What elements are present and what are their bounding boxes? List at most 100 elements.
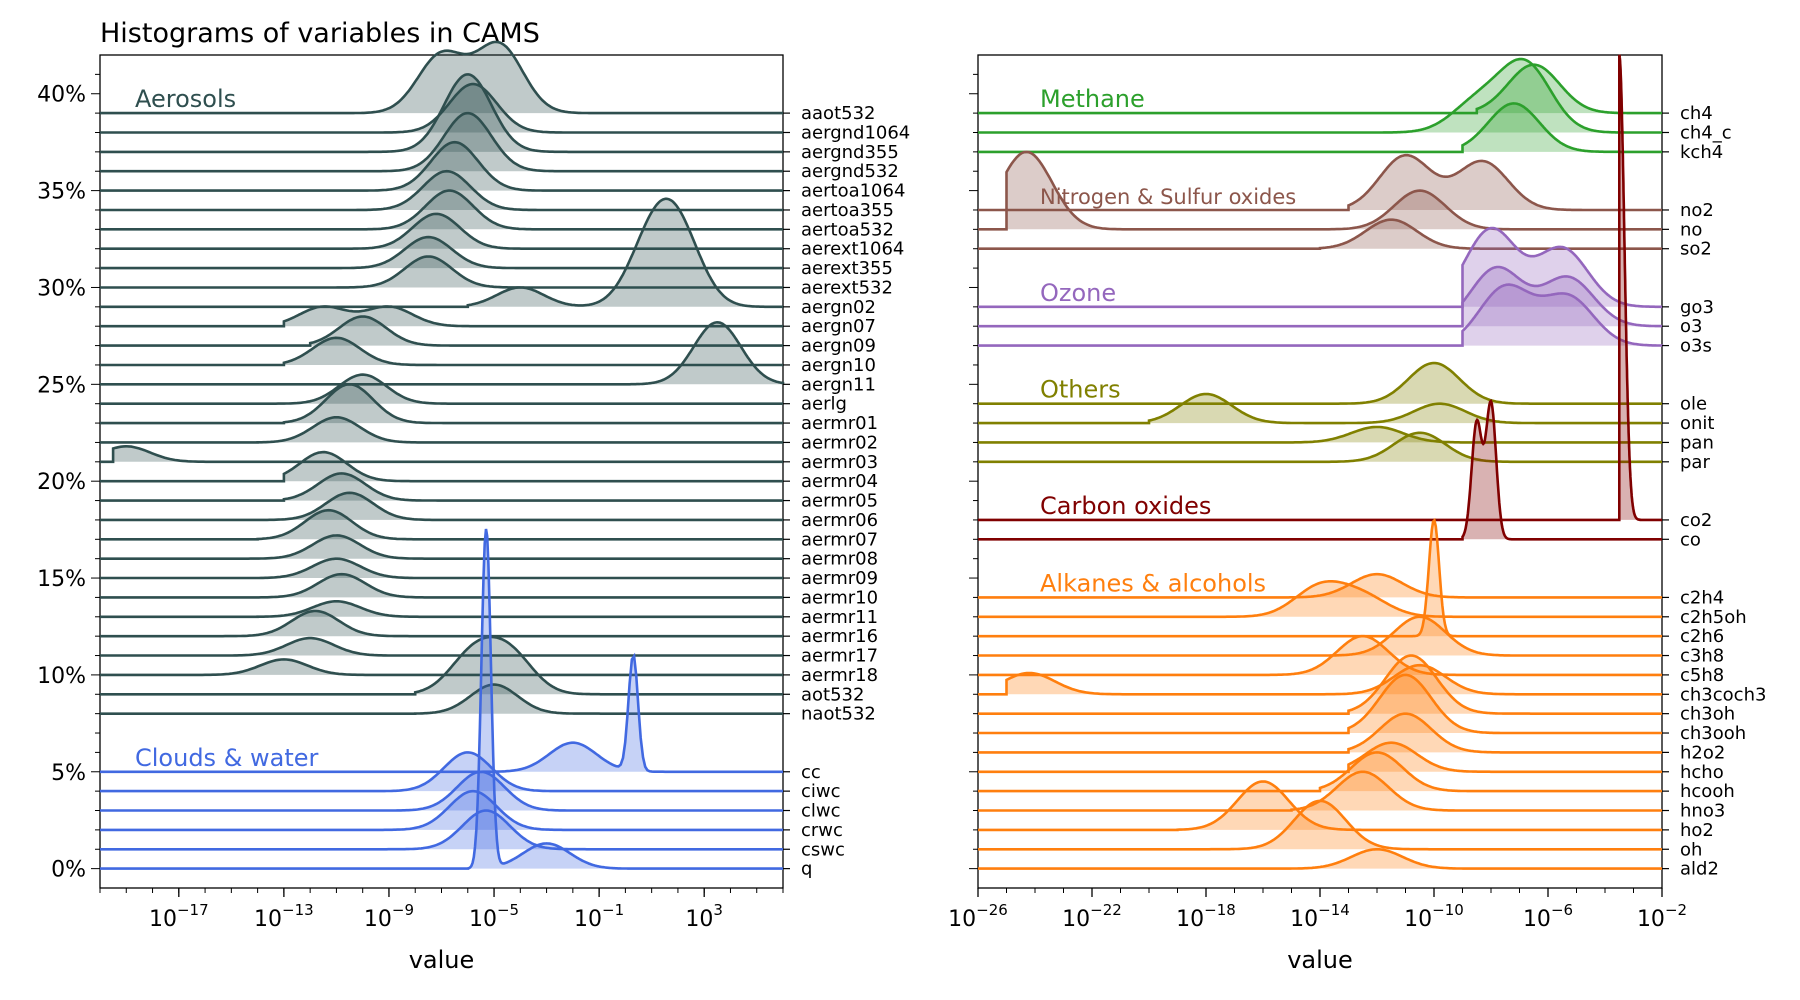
left-panel: aaot532aergnd1064aergnd355aergnd532aerto…	[37, 40, 910, 974]
series-line-hcho	[978, 741, 1662, 774]
series-fill-aerext1064	[100, 213, 783, 249]
series-label-aerext1064: aerext1064	[801, 239, 904, 260]
series-fill-clwc	[100, 771, 783, 811]
series-line-aergn11	[100, 320, 785, 386]
series-label-aermr09: aermr09	[801, 568, 878, 589]
series-label-c2h5oh: c2h5oh	[1680, 607, 1747, 628]
series-label-c5h8: c5h8	[1680, 665, 1724, 686]
y-tick-label: 5%	[51, 761, 86, 786]
series-fill-aergn09	[100, 316, 783, 346]
series-label-o3s: o3s	[1680, 336, 1712, 357]
series-fill-aermr11	[100, 601, 783, 617]
series-fill-aaot532	[100, 41, 783, 114]
series-fill-aertoa355	[100, 171, 783, 210]
series-line-no	[978, 150, 1662, 231]
series-line-ald2	[978, 848, 1662, 870]
series-fill-aermr07	[100, 510, 783, 540]
series-line-ch3coch3	[978, 663, 1662, 696]
series-fill-aermr18	[100, 659, 783, 675]
series-label-o3: o3	[1680, 316, 1702, 337]
series-line-aermr05	[100, 472, 783, 502]
series-label-onit: onit	[1680, 413, 1714, 434]
series-line-aermr08	[100, 534, 783, 560]
series-label-aaot532: aaot532	[801, 103, 876, 124]
series-line-o3s	[978, 283, 1664, 347]
series-label-aertoa355: aertoa355	[801, 200, 894, 221]
series-label-ho2: ho2	[1680, 820, 1714, 841]
series-line-aaot532	[100, 40, 783, 115]
series-line-aergn07	[100, 305, 783, 328]
series-line-c2h4	[978, 572, 1662, 599]
group-label: Others	[1040, 376, 1121, 404]
series-line-aermr04	[100, 450, 783, 483]
series-label-no: no	[1680, 219, 1702, 240]
series-line-aerext1064	[100, 212, 783, 250]
series-label-aot532: aot532	[801, 684, 864, 705]
series-label-cswc: cswc	[801, 839, 845, 860]
x-tick-label: 10−26	[948, 901, 1008, 932]
series-fill-oh	[978, 800, 1662, 850]
series-line-co	[978, 398, 1662, 541]
series-fill-co	[978, 401, 1662, 540]
series-label-aermr03: aermr03	[801, 452, 878, 473]
series-fill-kch4	[978, 103, 1662, 152]
series-line-aertoa1064	[100, 140, 783, 192]
series-line-aergnd355	[100, 73, 783, 154]
series-fill-aot532	[100, 637, 783, 695]
x-tick-label: 10−18	[1176, 901, 1236, 932]
series-label-ch3oh: ch3oh	[1680, 704, 1735, 725]
series-label-aertoa532: aertoa532	[801, 219, 894, 240]
series-line-o3	[978, 265, 1663, 328]
y-tick-label: 40%	[37, 83, 86, 108]
series-label-no2: no2	[1680, 200, 1714, 221]
series-line-ho2	[978, 780, 1662, 832]
x-tick-label: 10−10	[1404, 901, 1464, 932]
series-line-onit	[978, 392, 1662, 425]
series-line-aot532	[100, 635, 783, 696]
series-fill-ch4_c	[978, 59, 1662, 133]
series-label-aermr11: aermr11	[801, 607, 878, 628]
series-label-ch3coch3: ch3coch3	[1680, 684, 1766, 705]
y-tick-label: 20%	[37, 470, 86, 495]
series-fill-o3	[978, 267, 1662, 327]
series-label-co2: co2	[1680, 510, 1712, 531]
series-line-cswc	[100, 809, 783, 851]
series-line-aermr06	[100, 491, 783, 522]
series-label-ole: ole	[1680, 394, 1707, 415]
series-fill-hno3	[978, 771, 1662, 811]
series-line-crwc	[100, 789, 783, 832]
series-label-ch3ooh: ch3ooh	[1680, 723, 1746, 744]
series-label-aermr18: aermr18	[801, 665, 878, 686]
y-tick-label: 25%	[37, 373, 86, 398]
series-line-c2h5oh	[978, 580, 1662, 619]
series-label-ch4: ch4	[1680, 103, 1713, 124]
group-label: Nitrogen & Sulfur oxides	[1040, 185, 1296, 209]
series-line-kch4	[978, 102, 1662, 154]
series-fill-ch3ooh	[978, 674, 1662, 733]
series-label-hcooh: hcooh	[1680, 781, 1735, 802]
series-line-aergn02	[100, 197, 783, 309]
series-label-par: par	[1680, 452, 1710, 473]
series-fill-aermr02	[100, 417, 783, 443]
series-line-aermr18	[100, 658, 783, 677]
series-label-c3h8: c3h8	[1680, 646, 1724, 667]
series-line-q	[100, 528, 783, 870]
series-fill-aermr04	[100, 452, 783, 482]
series-fill-aergn10	[100, 337, 783, 365]
series-line-ch3oh	[978, 654, 1662, 715]
x-tick-label: 10−14	[1290, 901, 1350, 932]
series-label-oh: oh	[1680, 839, 1702, 860]
series-label-cc: cc	[801, 762, 821, 783]
series-label-aerext355: aerext355	[801, 258, 893, 279]
chart-title: Histograms of variables in CAMS	[100, 18, 540, 49]
series-label-aerlg: aerlg	[801, 394, 847, 415]
axes-frame	[977, 54, 1663, 889]
series-label-ch4_c: ch4_c	[1680, 122, 1732, 143]
series-line-aermr11	[100, 600, 783, 619]
series-label-aermr01: aermr01	[801, 413, 878, 434]
x-tick-label: 10−17	[149, 901, 209, 932]
series-label-aerext532: aerext532	[801, 277, 893, 298]
series-label-aermr17: aermr17	[801, 646, 878, 667]
series-line-par	[978, 431, 1662, 464]
